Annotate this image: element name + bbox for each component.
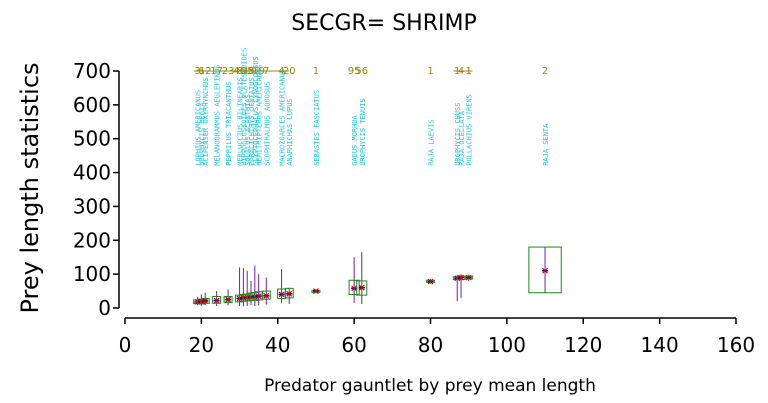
median-marker <box>458 274 464 281</box>
species-label: UROPHYCIS REGIA <box>198 102 206 166</box>
species-label: SQUALUS ACANTHIAS <box>244 94 252 166</box>
species-label: GLYPTOCEPHALUS CYNOGLOSSUS <box>252 56 260 166</box>
x-tick-label: 40 <box>265 333 290 357</box>
species-label: PEPRILUS TRIACANTHUS <box>225 82 233 166</box>
count-label: 1 <box>313 66 319 77</box>
median-marker <box>465 274 472 281</box>
x-tick-label: 60 <box>341 333 366 357</box>
y-tick-label: 0 <box>98 296 111 320</box>
species-label: RAJA SENTA <box>542 123 550 166</box>
species-label: MELANOGRAMMUS AEGLEFINUS <box>214 65 222 166</box>
species-label: GADUS MORHUA <box>351 114 359 165</box>
x-tick-label: 80 <box>418 333 443 357</box>
chart-title: SECGR= SHRIMP <box>291 11 477 36</box>
median-marker <box>358 284 365 291</box>
species-label: ACIPENSER OXYRHYNCHUS <box>202 77 210 166</box>
y-tick-label: 500 <box>73 127 111 151</box>
median-marker <box>313 288 319 294</box>
iqr-box <box>528 246 562 294</box>
species-labels: 3LOPHIUS AMERICANUS6UROPHYCIS REGIA12ACI… <box>193 48 550 166</box>
x-tick-label: 160 <box>717 333 755 357</box>
median-marker <box>286 290 293 297</box>
median-marker <box>202 297 209 304</box>
species-label: UROPHYCIS CHUSS <box>454 103 462 166</box>
species-label: SEBASTES FASCIATUS <box>313 90 321 166</box>
species-label: RAJA OCELLATA <box>458 110 466 166</box>
iqr-box <box>261 290 271 300</box>
y-tick-label: 100 <box>73 262 111 286</box>
y-tick-label: 400 <box>73 161 111 185</box>
x-tick-label: 20 <box>189 333 214 357</box>
y-axis-label: Prey length statistics <box>16 62 44 313</box>
iqr-box <box>464 275 474 280</box>
x-tick-label: 0 <box>119 333 132 357</box>
species-label: UROPHYCIS TENUIS <box>359 98 367 165</box>
data-marks <box>193 246 562 307</box>
y-tick-label: 700 <box>73 59 111 83</box>
x-tick-label: 120 <box>564 333 602 357</box>
species-label: MERLUCCIUS BILINEARIS <box>237 77 245 166</box>
species-label: HEMITRIPTERUS AMERICANUS <box>256 65 264 166</box>
y-tick-label: 300 <box>73 194 111 218</box>
iqr-box <box>223 295 233 304</box>
count-label: 2 <box>542 66 548 77</box>
median-marker <box>351 285 358 292</box>
median-marker <box>542 267 548 274</box>
iqr-box <box>200 298 210 304</box>
median-marker <box>263 292 270 299</box>
species-label: HIPPOGLOSSOIDES PLATESSOIDES <box>240 48 248 166</box>
count-label: 56 <box>355 66 368 77</box>
y-tick-label: 600 <box>73 93 111 117</box>
iqr-box <box>212 295 222 304</box>
x-tick-label: 100 <box>488 333 526 357</box>
species-label: RAJA LAEVIS <box>428 119 436 165</box>
iqr-box <box>356 280 368 296</box>
species-label: LOPHIUS AMERICANUS <box>195 90 203 166</box>
count-label: 1 <box>427 66 433 77</box>
median-marker <box>255 293 262 300</box>
species-label: MACROZOARCES AMERICANUS <box>279 69 287 166</box>
median-marker <box>225 296 232 303</box>
axes: 0 100 200 300 400 500 600 700 0 20 40 60 80 100 120 140… <box>73 59 755 357</box>
iqr-box <box>284 287 294 299</box>
species-label: SCOPHTHALMUS AQUOSUS <box>263 82 271 166</box>
x-tick-label: 140 <box>641 333 679 357</box>
species-label: POLLACHIUS VIRENS <box>466 94 474 166</box>
y-tick-label: 200 <box>73 228 111 252</box>
species-label: ANARHICHAS LUPUS <box>286 98 294 165</box>
median-marker <box>278 291 285 298</box>
median-marker <box>213 297 220 304</box>
median-marker <box>427 278 434 285</box>
count-label: 95 <box>348 66 361 77</box>
species-label: PARALICHTHYS DENTATUS <box>248 77 256 166</box>
x-axis-label: Predator gauntlet by prey mean length <box>264 376 596 396</box>
